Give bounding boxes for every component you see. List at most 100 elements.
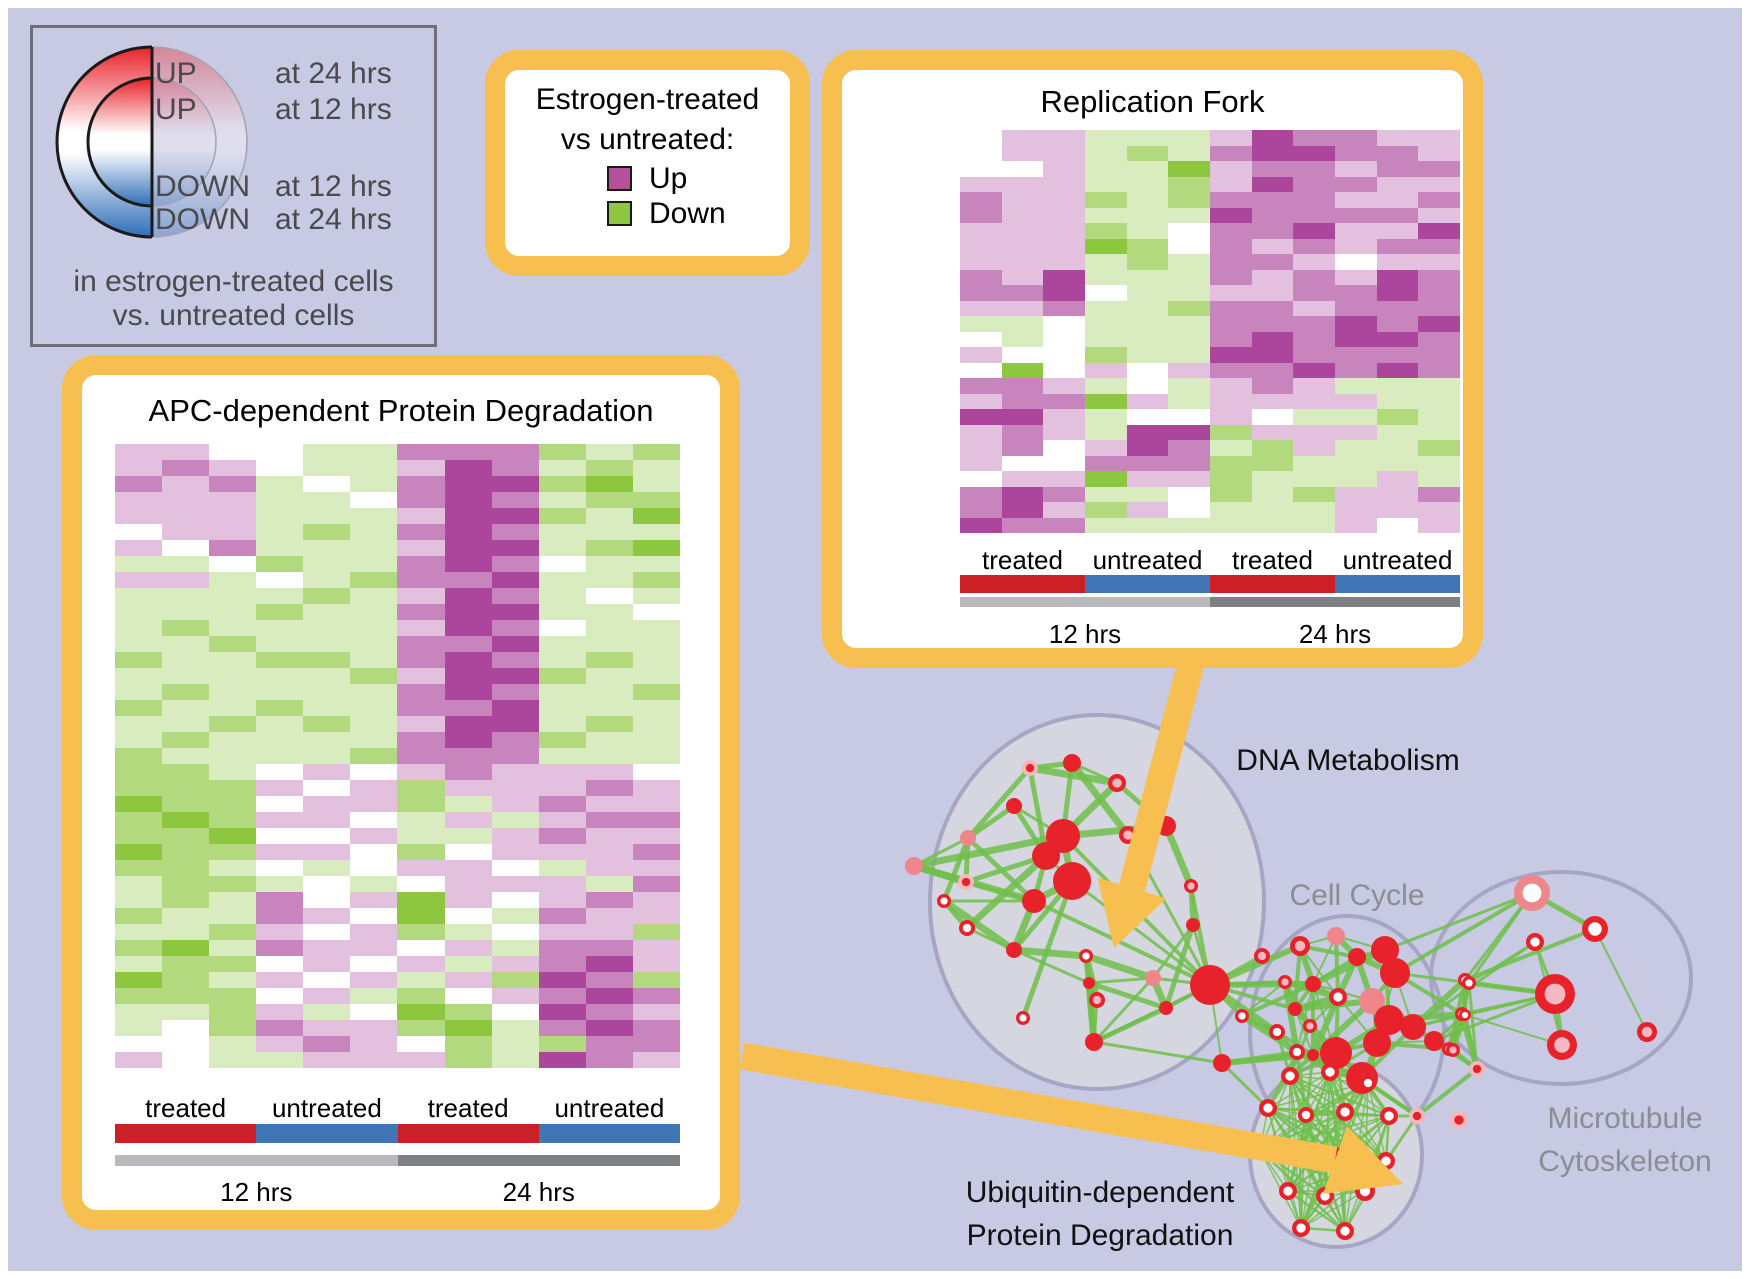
heatmap-cell [960,207,1002,223]
heatmap-cell [209,764,257,780]
heatmap-cell [538,668,586,684]
heatmap-cell [1335,331,1377,347]
heatmap-cell [585,972,633,988]
heatmap-cell [1126,517,1169,533]
heatmap-cell [115,524,163,540]
heatmap-cell [350,876,398,892]
heatmap-cell [303,716,351,732]
heatmap-cell [209,508,257,524]
heatmap-cell [397,492,445,508]
heatmap-cell [1043,176,1085,192]
replication-group-labels: treated untreated treated untreated [960,545,1460,575]
heatmap-cell [1168,471,1210,487]
heatmap-cell [444,588,492,604]
heatmap-cell [303,524,351,540]
heatmap-cell [1168,347,1210,363]
heatmap-cell [115,716,163,732]
heatmap-cell [303,540,351,556]
heatmap-cell [444,652,492,668]
heatmap-cell [1210,161,1252,177]
heatmap-cell [585,588,633,604]
heatmap-cell [303,940,351,956]
heatmap-cell [1335,161,1377,177]
heatmap-cell [1168,455,1210,471]
heatmap-cell [1210,362,1252,378]
heatmap-cell [1418,409,1460,425]
heatmap-cell [632,844,680,860]
up-label: Up [649,162,688,195]
heatmap-cell [1085,393,1127,409]
heatmap-cell [209,524,257,540]
heatmap-cell [1293,316,1335,332]
heatmap-cell [1043,331,1085,347]
heatmap-cell [397,540,445,556]
heatmap-cell [303,636,351,652]
heatmap-cell [303,492,351,508]
heatmap-cell [1376,331,1419,347]
heatmap-cell [350,924,398,940]
heatmap-cell [491,796,539,812]
heatmap-cell [256,908,304,924]
heatmap-cell [1043,517,1085,533]
heatmap-cell [1251,409,1294,425]
replication-fork-title: Replication Fork [1040,84,1265,119]
heatmap-cell [1001,300,1044,316]
heatmap-cell [632,732,680,748]
heatmap-cell [585,604,633,620]
heatmap-cell [1001,269,1044,285]
heatmap-cell [115,476,163,492]
heatmap-cell [444,1020,492,1036]
heatmap-cell [538,892,586,908]
heatmap-cell [115,1052,163,1068]
heatmap-cell [1168,378,1210,394]
heatmap-cell [1043,378,1085,394]
heatmap-cell [1168,238,1210,254]
heatmap-cell [162,732,210,748]
heatmap-cell [585,860,633,876]
heatmap-cell [209,620,257,636]
heatmap-cell [256,524,304,540]
heatmap-cell [1210,455,1252,471]
heatmap-cell [162,716,210,732]
heatmap-cell [632,748,680,764]
heatmap-cell [1210,440,1252,456]
heatmap-cell [538,716,586,732]
heatmap-cell [1168,161,1210,177]
heatmap-cell [256,508,304,524]
heatmap-cell [1251,145,1294,161]
heatmap-cell [491,684,539,700]
heatmap-cell [491,828,539,844]
heatmap-cell [960,316,1002,332]
heatmap-cell [585,764,633,780]
heatmap-cell [303,892,351,908]
heatmap-cell [162,540,210,556]
heatmap-cell [444,604,492,620]
heatmap-cell [444,908,492,924]
heatmap-cell [1335,378,1377,394]
heatmap-cell [491,940,539,956]
heatmap-cell [1043,238,1085,254]
heatmap-cell [209,972,257,988]
heatmap-cell [1210,486,1252,502]
heatmap-cell [1251,471,1294,487]
heatmap-cell [632,636,680,652]
heatmap-cell [162,588,210,604]
heatmap-cell [209,908,257,924]
heatmap-cell [1418,223,1460,239]
heatmap-cell [632,828,680,844]
heatmap-cell [1376,502,1419,518]
heatmap-cell [1168,517,1210,533]
heatmap-cell [303,956,351,972]
heatmap-cell [538,876,586,892]
heatmap-cell [397,828,445,844]
heatmap-cell [585,1052,633,1068]
heatmap-cell [1335,517,1377,533]
heatmap-cell [303,476,351,492]
heatmap-cell [209,732,257,748]
heatmap-cell [397,908,445,924]
heatmap-cell [209,1020,257,1036]
heatmap-cell [303,620,351,636]
heatmap-cell [1126,300,1169,316]
heatmap-cell [115,540,163,556]
